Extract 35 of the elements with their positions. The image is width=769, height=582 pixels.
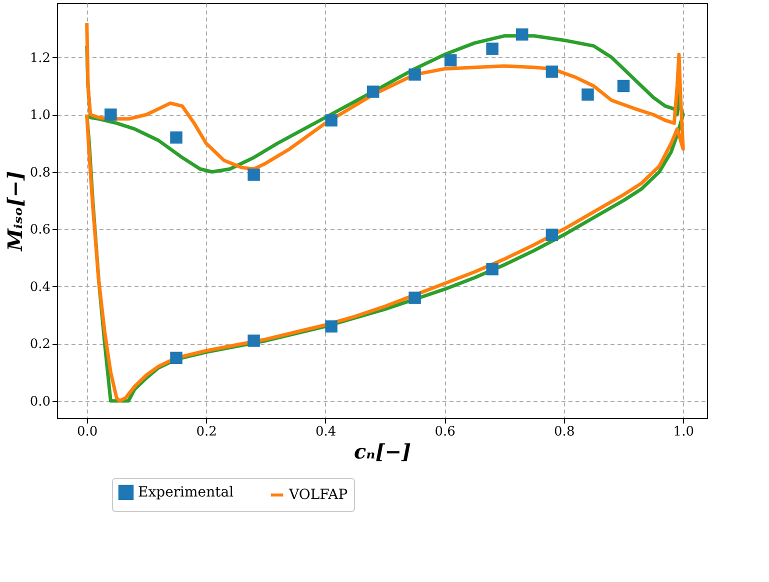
point bbox=[582, 88, 594, 101]
x-tick-label: 0.0 bbox=[76, 424, 98, 440]
y-tick-label: 0.2 bbox=[30, 337, 50, 352]
x-tick-label: 0.8 bbox=[554, 424, 575, 440]
point bbox=[366, 86, 380, 98]
x-tick-label: 0.4 bbox=[316, 424, 336, 440]
y-tick-label: 1.0 bbox=[30, 108, 50, 124]
point bbox=[170, 352, 182, 364]
point bbox=[516, 28, 528, 41]
point bbox=[408, 68, 421, 81]
point bbox=[617, 80, 630, 92]
point bbox=[444, 54, 457, 66]
x-axis-title: cₙ[−] bbox=[354, 440, 412, 464]
y-tick-label: 0.4 bbox=[30, 280, 50, 295]
point bbox=[408, 292, 421, 304]
point bbox=[104, 108, 117, 121]
y-tick-label: 0.0 bbox=[30, 394, 50, 410]
point bbox=[170, 131, 182, 144]
legend-label: VOLFAP bbox=[288, 487, 348, 503]
x-tick-label: 1.0 bbox=[673, 424, 694, 440]
y-tick-label: 1.2 bbox=[30, 50, 50, 66]
y-axis-title: Mᵢₛₒ[−] bbox=[2, 171, 27, 252]
point bbox=[546, 228, 558, 241]
x-tick-label: 0.6 bbox=[434, 424, 456, 440]
y-tick-label: 0.8 bbox=[30, 165, 50, 180]
point bbox=[486, 42, 498, 55]
point bbox=[325, 114, 338, 126]
point bbox=[325, 320, 338, 333]
point bbox=[248, 334, 260, 347]
point bbox=[248, 168, 260, 181]
legend-label: Experimental bbox=[138, 484, 234, 500]
point bbox=[486, 263, 498, 276]
x-tick-label: 0.2 bbox=[196, 424, 217, 440]
point bbox=[546, 66, 558, 78]
y-tick-label: 0.6 bbox=[30, 222, 50, 238]
